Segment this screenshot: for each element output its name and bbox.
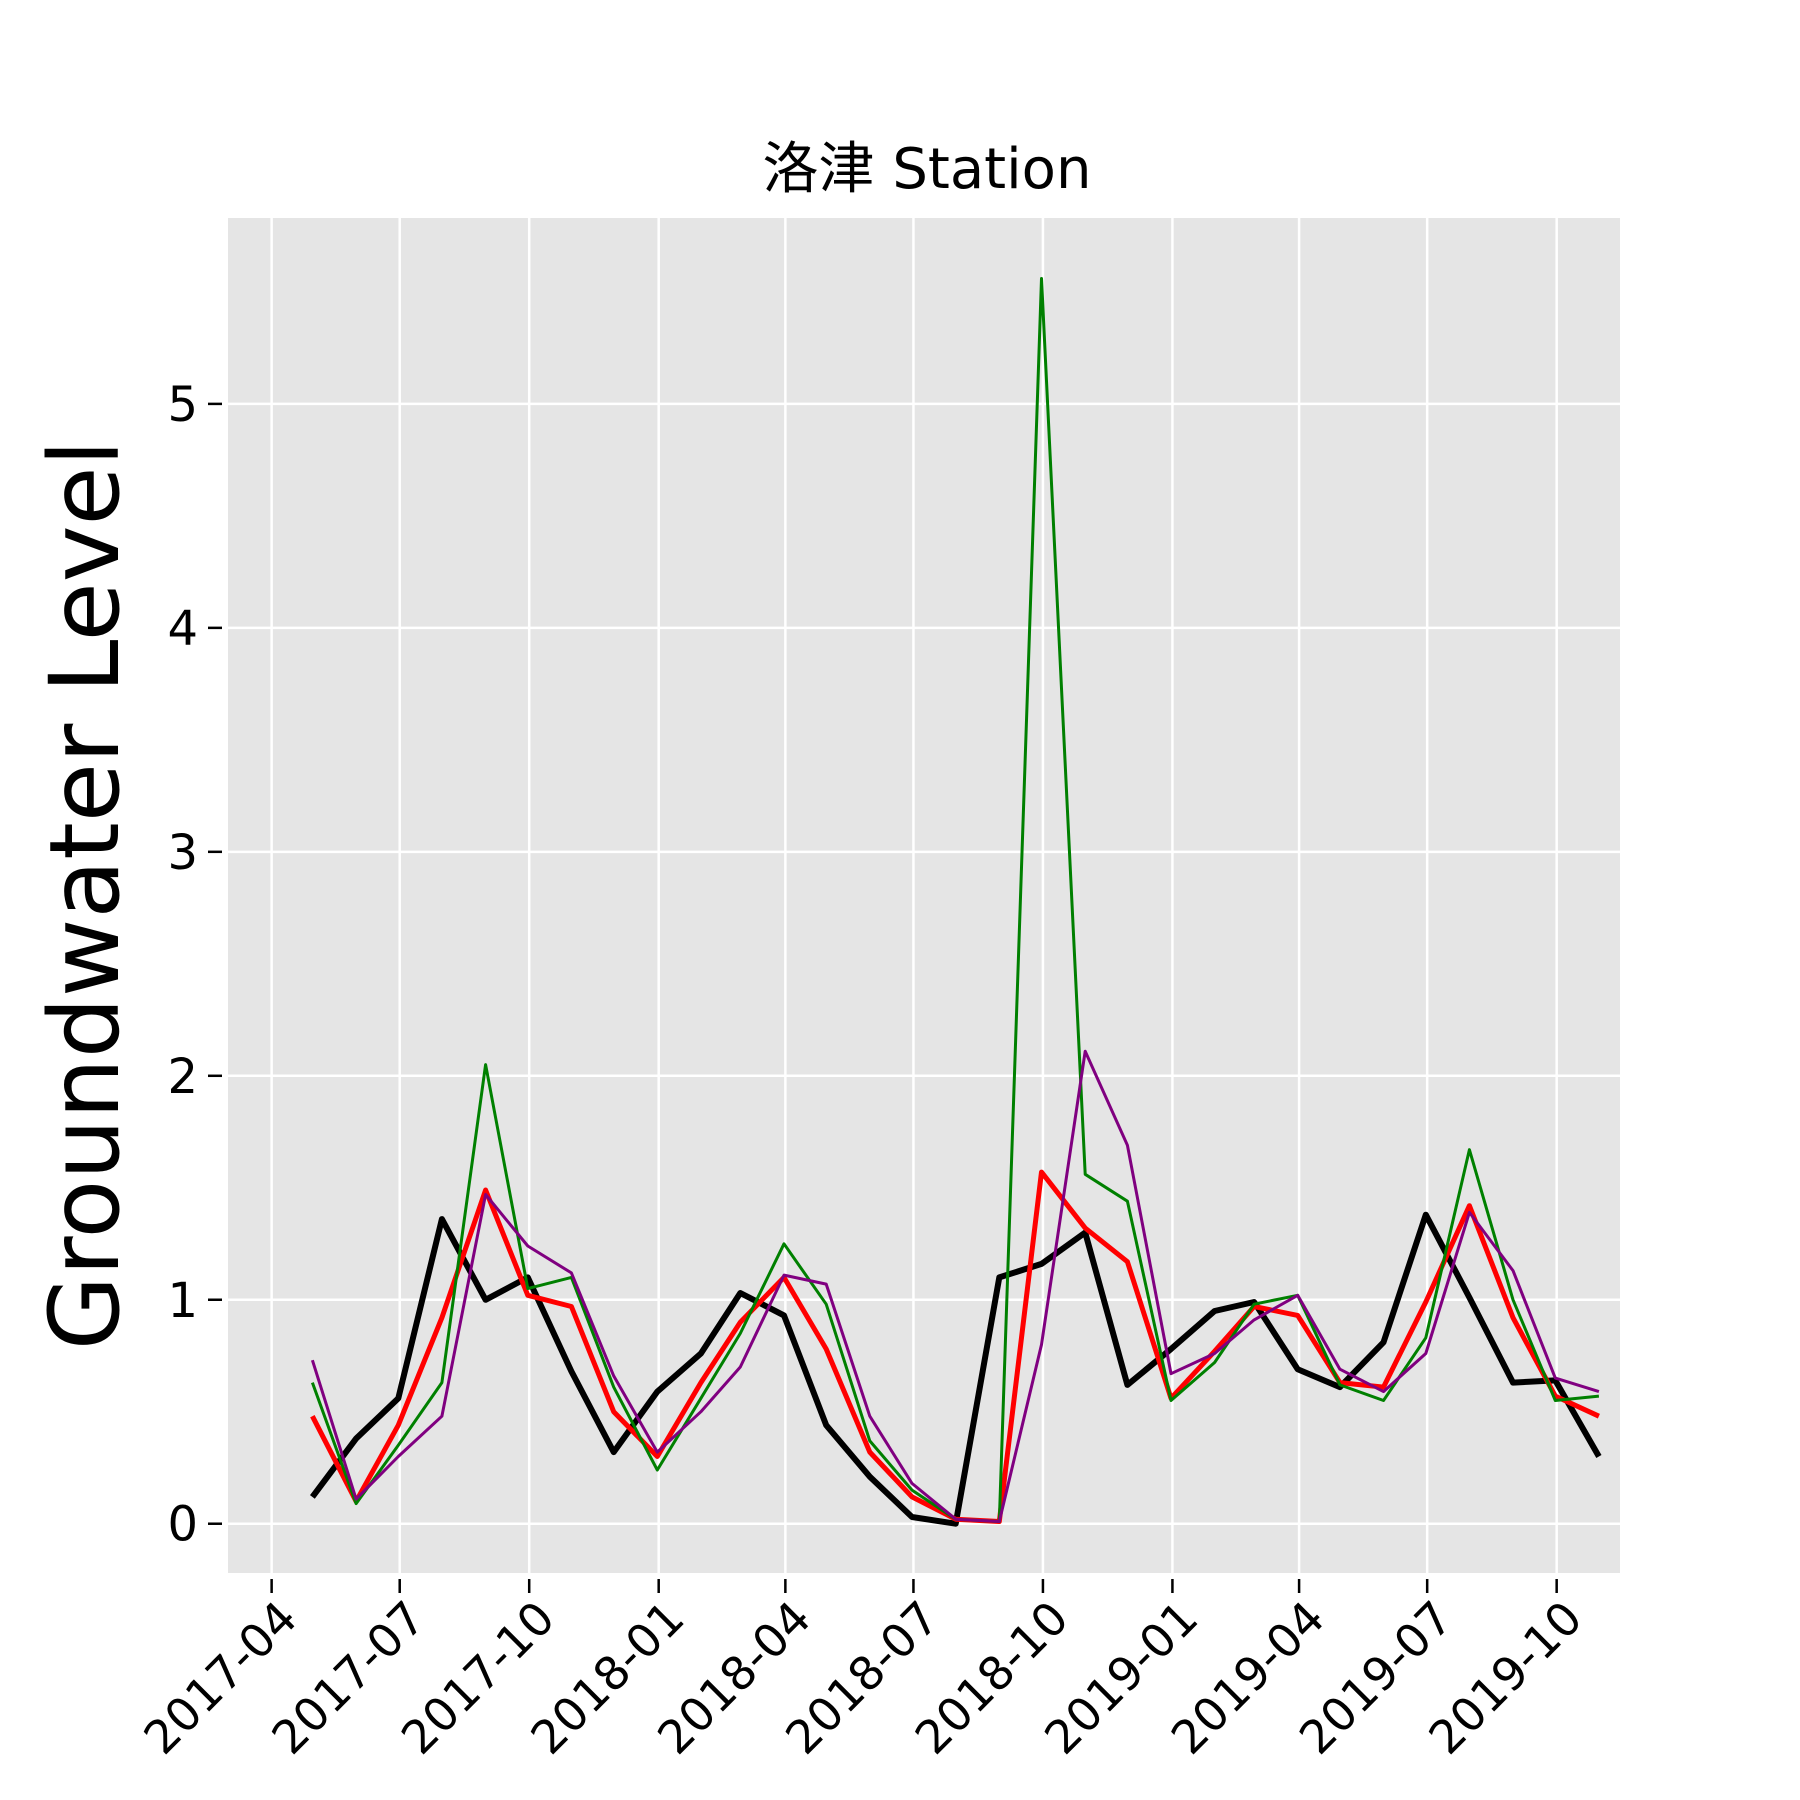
y-tick-labels: 0 1 2 3 4 5 xyxy=(167,377,198,1553)
y-tick-label: 1 xyxy=(167,1273,198,1329)
series-line-4 xyxy=(310,1049,1600,1523)
chart-title: 洛津 Station xyxy=(763,137,1092,202)
plot-area xyxy=(228,218,1620,1573)
y-tick-label: 5 xyxy=(167,377,198,433)
series-group xyxy=(309,277,1602,1527)
y-tick-label: 0 xyxy=(167,1497,198,1553)
axes xyxy=(208,402,1558,1593)
x-tick-labels: 2017-042017-072017-102018-012018-042018-… xyxy=(133,1591,1592,1765)
y-axis-label: Groundwater Level xyxy=(29,440,141,1351)
series-line-1 xyxy=(309,1211,1602,1527)
y-tick-label: 2 xyxy=(167,1049,198,1105)
grid xyxy=(228,218,1620,1573)
y-tick-label: 3 xyxy=(167,825,198,881)
y-tick-label: 4 xyxy=(167,601,198,657)
